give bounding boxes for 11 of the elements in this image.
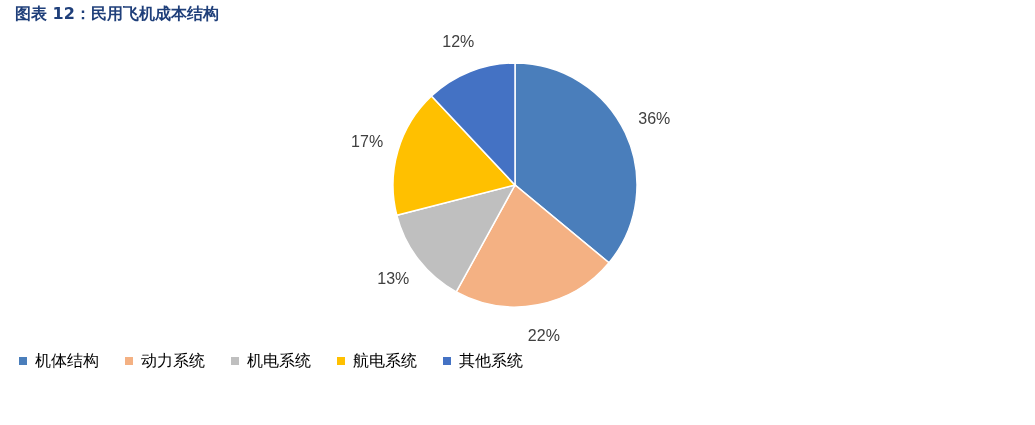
data-label: 13% [377,270,410,288]
legend-label: 机体结构 [35,351,99,370]
legend-label: 航电系统 [353,351,417,370]
data-label: 22% [527,327,560,345]
data-label: 12% [442,32,475,50]
chart-title: 图表 12：民用飞机成本结构 [15,3,219,23]
legend-label: 机电系统 [247,351,311,370]
data-label: 17% [351,133,384,151]
data-label: 36% [638,110,671,128]
legend-label: 动力系统 [141,351,205,370]
legend-label: 其他系统 [459,351,523,370]
